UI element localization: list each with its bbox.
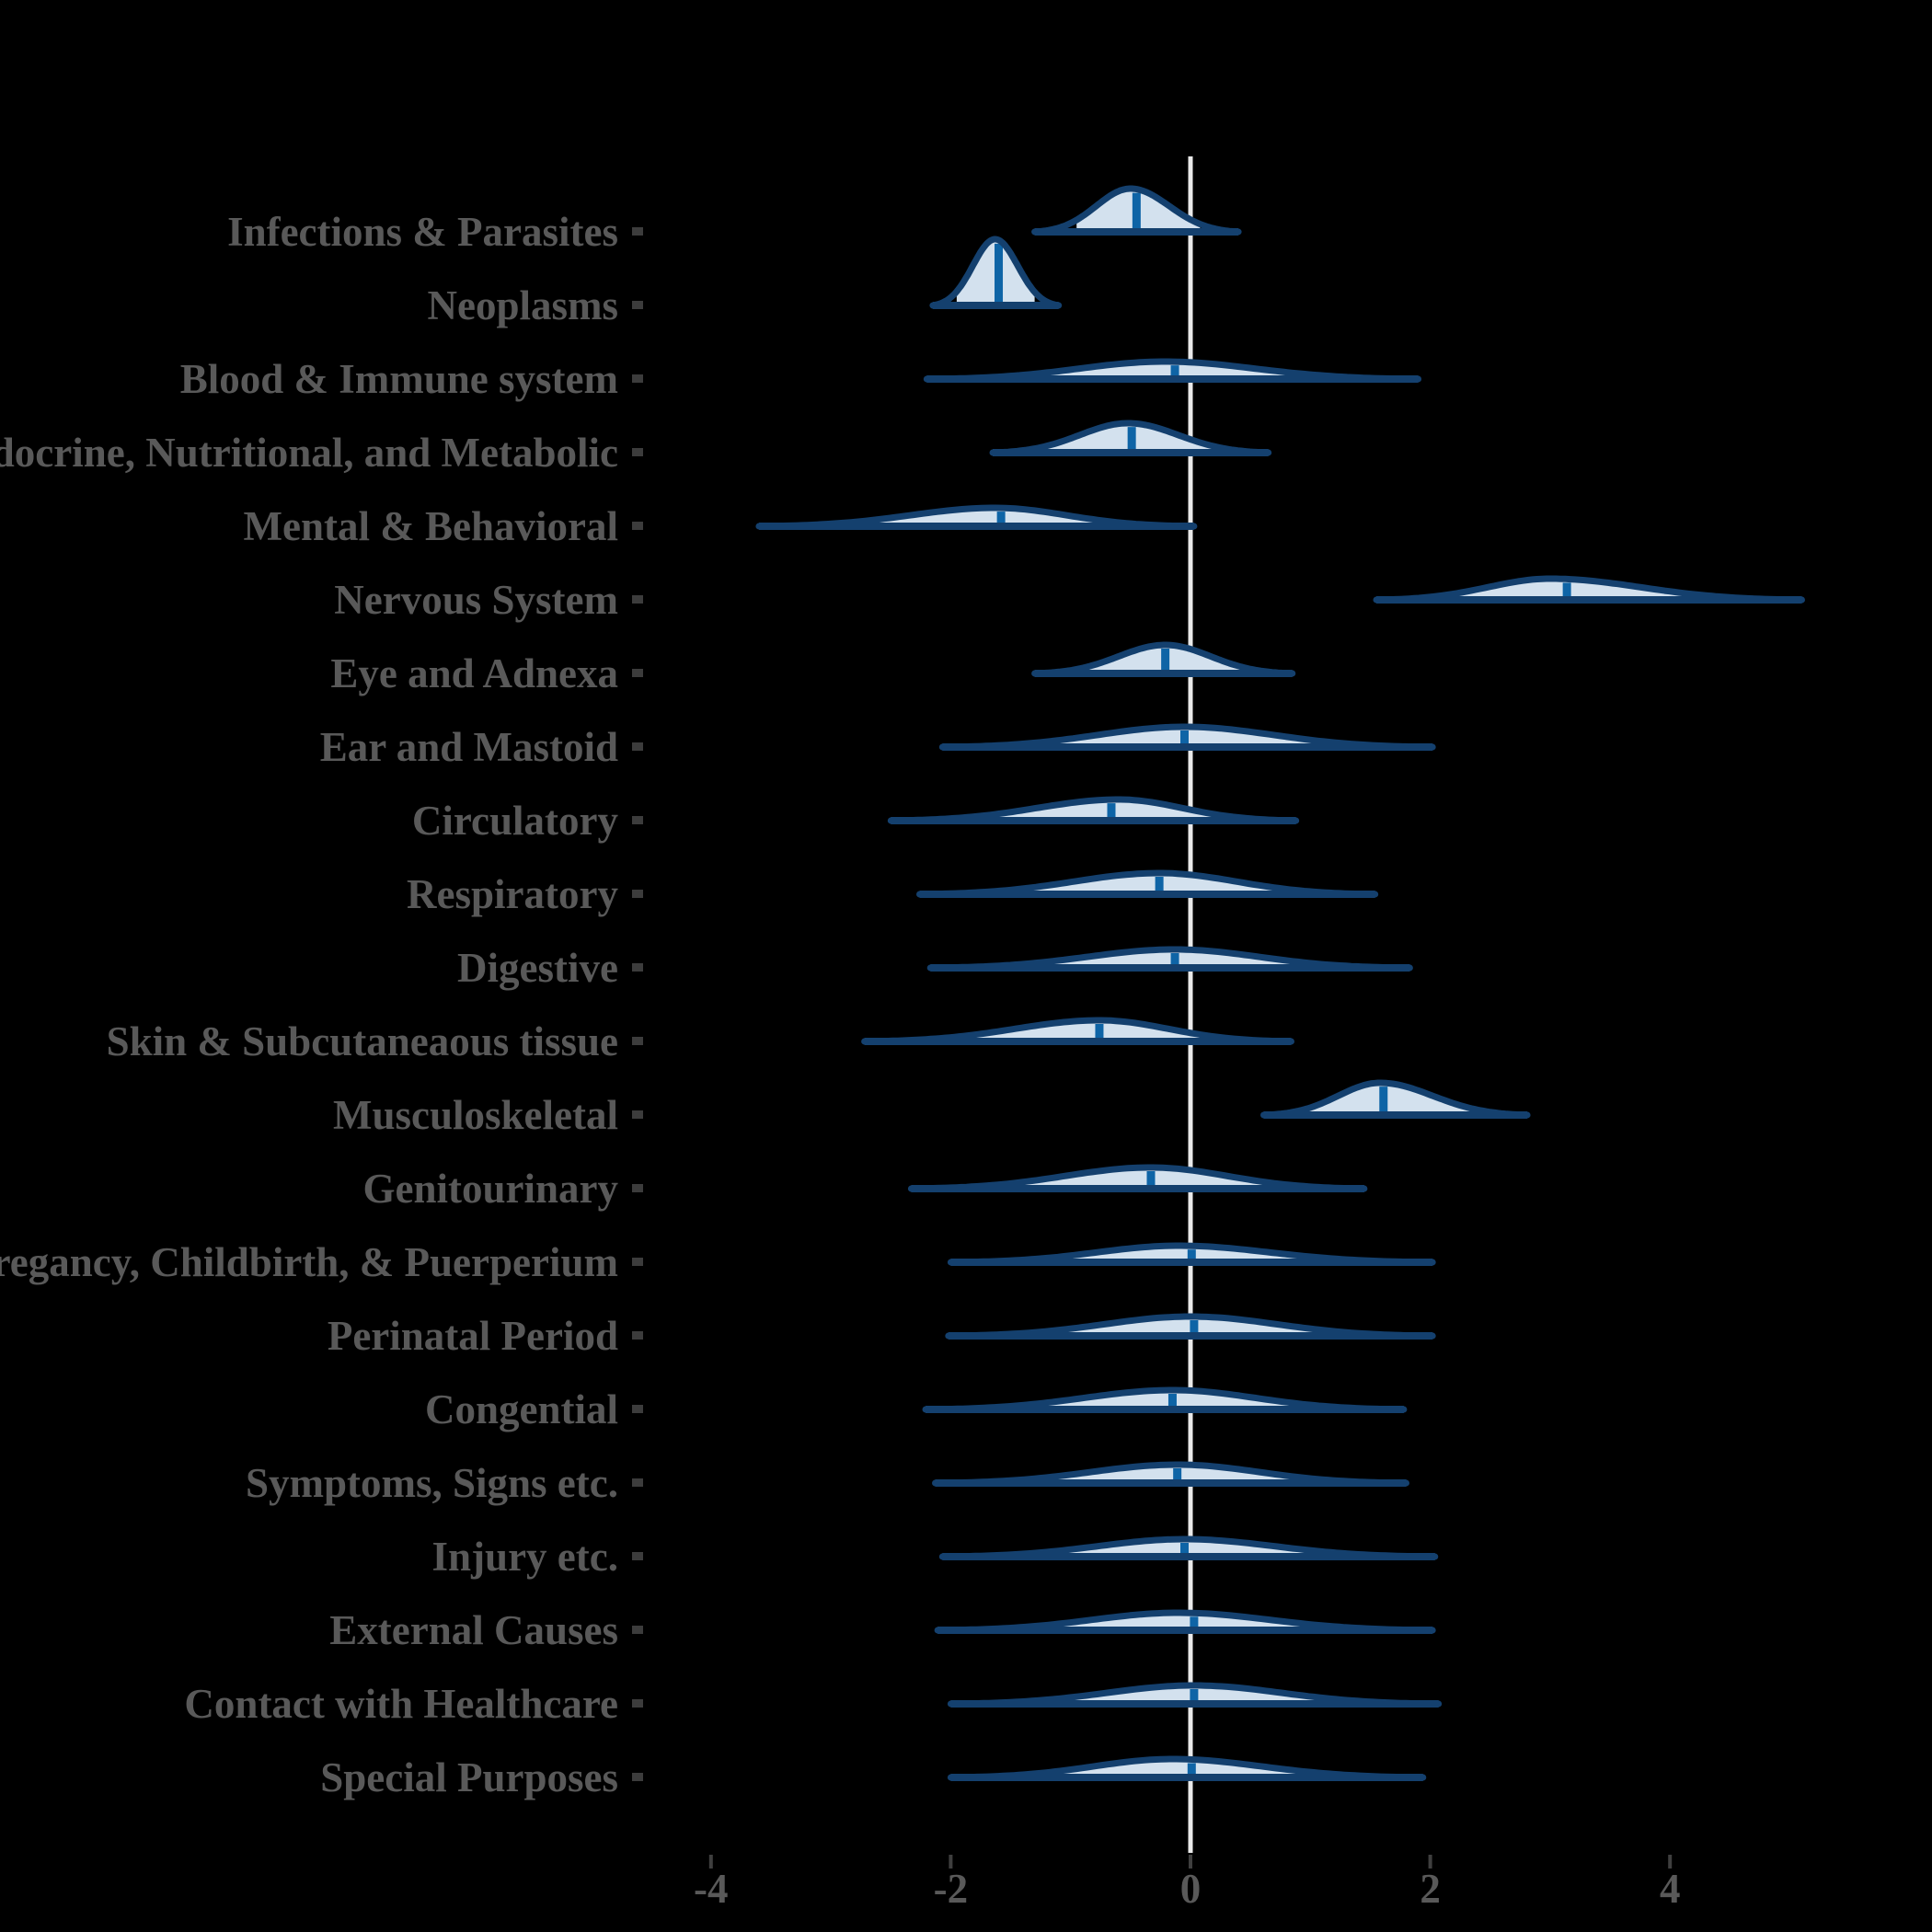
- violin-row: [923, 358, 1422, 383]
- category-label: Nervous System: [334, 577, 618, 623]
- category-label: Neoplasms: [427, 282, 618, 328]
- category-label: Special Purposes: [320, 1754, 618, 1800]
- violin-interval-fill: [1034, 1539, 1355, 1557]
- y-axis-tick-square: [632, 816, 643, 824]
- y-axis-tick-square: [632, 1405, 643, 1413]
- violin-interval-fill: [1001, 1167, 1292, 1189]
- category-label: Circulatory: [412, 798, 619, 844]
- y-axis-tick-square: [632, 669, 643, 677]
- category-label: Digestive: [457, 945, 618, 991]
- y-axis-tick-square: [632, 522, 643, 530]
- density-outline: [929, 236, 1063, 309]
- violin-row: [887, 796, 1300, 824]
- y-axis-tick-square: [632, 1773, 643, 1781]
- y-axis-tick-square: [632, 742, 643, 751]
- violin-row: [755, 504, 1198, 530]
- x-axis-tick-label: 0: [1180, 1866, 1202, 1912]
- x-axis-tick-label: -2: [934, 1866, 969, 1912]
- y-axis-tick-square: [632, 448, 643, 456]
- violin-row: [926, 946, 1413, 972]
- violin-row: [1031, 185, 1242, 236]
- category-label: Ear and Mastoid: [320, 724, 618, 770]
- y-axis-tick-square: [632, 1478, 643, 1487]
- violin-row: [861, 1017, 1294, 1045]
- category-label: Blood & Immune system: [180, 356, 618, 402]
- category-label: Skin & Subcutaneaous tissue: [107, 1018, 618, 1064]
- violin-row: [938, 1535, 1439, 1560]
- category-label: Genitourinary: [363, 1166, 619, 1212]
- category-label: Mental & Behavioral: [244, 503, 618, 549]
- y-axis-tick-square: [632, 374, 643, 383]
- violin-interval-fill: [1009, 1390, 1323, 1409]
- y-axis-tick-square: [632, 1699, 643, 1708]
- violin-row: [989, 420, 1272, 456]
- y-axis-tick-square: [632, 227, 643, 236]
- density-outline: [1260, 1079, 1531, 1119]
- y-axis-tick-square: [632, 1184, 643, 1192]
- y-axis-tick-square: [632, 1037, 643, 1045]
- violin-row: [1260, 1079, 1531, 1119]
- y-axis-tick-square: [632, 595, 643, 604]
- x-axis-tick-label: -4: [694, 1866, 729, 1912]
- y-axis-tick-square: [632, 890, 643, 898]
- category-label: Pregancy, Childbirth, & Puerperium: [0, 1239, 618, 1285]
- y-axis-tick-square: [632, 963, 643, 972]
- x-axis-tick-label: 2: [1420, 1866, 1441, 1912]
- violin-row: [947, 1755, 1427, 1781]
- y-axis-tick-square: [632, 1258, 643, 1266]
- category-label: Congential: [425, 1386, 618, 1432]
- density-outline: [989, 420, 1272, 456]
- violin-interval-fill: [1009, 949, 1327, 968]
- violin-row: [947, 1682, 1443, 1708]
- violin-row: [916, 869, 1379, 898]
- x-axis-tick-label: 4: [1660, 1866, 1681, 1912]
- violin-interval-fill: [991, 873, 1309, 894]
- violin-row: [938, 723, 1436, 751]
- category-label: Symptoms, Signs etc.: [246, 1460, 618, 1506]
- category-label: External Causes: [329, 1607, 618, 1653]
- violin-row: [922, 1386, 1408, 1413]
- category-label: Injury etc.: [432, 1534, 618, 1580]
- y-axis-tick-square: [632, 1626, 643, 1634]
- y-axis-tick-square: [632, 1552, 643, 1560]
- density-outline: [1031, 641, 1296, 677]
- category-label: Respiratory: [407, 871, 618, 917]
- violin-row: [947, 1242, 1436, 1266]
- category-label: Perinatal Period: [328, 1313, 618, 1359]
- category-label: Contact with Healthcare: [184, 1681, 618, 1727]
- violin-row: [932, 1461, 1409, 1487]
- violin-row: [1031, 641, 1296, 677]
- violin-row: [907, 1164, 1368, 1192]
- violin-row: [1373, 575, 1805, 604]
- violin-row: [934, 1609, 1436, 1634]
- violin-interval-fill: [956, 1020, 1234, 1041]
- category-label: Musculoskeletal: [333, 1092, 618, 1138]
- violin-interval-fill: [1041, 727, 1349, 747]
- category-label: Infections & Parasites: [227, 209, 618, 255]
- y-axis-tick-square: [632, 1331, 643, 1340]
- category-label: Eye and Adnexa: [330, 650, 618, 696]
- category-label: Endocrine, Nutritional, and Metabolic: [0, 430, 618, 476]
- violin-row: [929, 236, 1063, 309]
- y-axis-tick-square: [632, 301, 643, 309]
- density-outline: [1031, 185, 1242, 236]
- y-axis-tick-square: [632, 1110, 643, 1119]
- violin-row: [945, 1313, 1436, 1340]
- violin-interval-fill: [843, 508, 1131, 526]
